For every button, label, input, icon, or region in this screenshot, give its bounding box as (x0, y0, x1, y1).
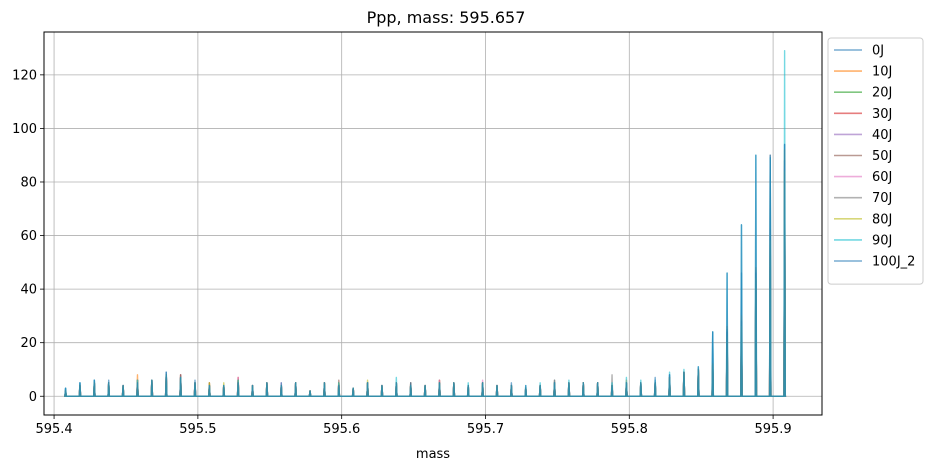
series-line-60j (64, 165, 787, 397)
x-tick-label: 595.5 (179, 422, 216, 437)
legend-label: 60J (872, 170, 892, 185)
y-tick-label: 60 (20, 229, 37, 244)
series-line-20j (64, 208, 787, 397)
legend-label: 70J (872, 191, 892, 206)
series-line-90j (64, 50, 787, 397)
legend-label: 0J (872, 44, 884, 59)
y-tick-label: 100 (12, 122, 37, 137)
legend-label: 80J (872, 212, 892, 227)
y-tick-label: 120 (12, 68, 37, 83)
legend-label: 50J (872, 149, 892, 164)
x-tick-label: 595.7 (467, 422, 504, 437)
series-line-70j (64, 154, 787, 397)
tick-layer: 595.4 595.5 595.6 595.7 595.8 595.9 0 20 40 60 80 1… (12, 68, 792, 437)
x-tick-label: 595.6 (323, 422, 360, 437)
legend-label: 20J (872, 86, 892, 101)
chart-title: Ppp, mass: 595.657 (367, 8, 526, 27)
legend-box (827, 37, 924, 285)
series-line-10j (64, 149, 787, 397)
grid-layer (44, 32, 822, 415)
plot-frame (43, 31, 823, 416)
series-line-100j-2 (64, 143, 787, 397)
series-line-50j (64, 159, 787, 397)
y-tick-label: 80 (20, 175, 37, 190)
legend-label: 100J_2 (872, 255, 915, 270)
legend-label: 10J (872, 65, 892, 80)
series-line-40j (64, 167, 787, 397)
y-tick-label: 40 (20, 283, 37, 298)
x-tick-label: 595.8 (611, 422, 648, 437)
legend: 0J 10J 20J 30J 40J 50J 60J 70J 80J 90J 100J_2 (827, 37, 924, 285)
y-tick-label: 20 (20, 336, 37, 351)
x-tick-label: 595.4 (35, 422, 72, 437)
y-tick-label: 0 (29, 390, 37, 405)
legend-label: 40J (872, 128, 892, 143)
legend-label: 30J (872, 107, 892, 122)
x-tick-label: 595.9 (754, 422, 791, 437)
legend-label: 90J (872, 233, 892, 248)
x-axis-label: mass (416, 447, 450, 462)
series-layer (64, 50, 787, 397)
series-line-80j (64, 170, 787, 397)
